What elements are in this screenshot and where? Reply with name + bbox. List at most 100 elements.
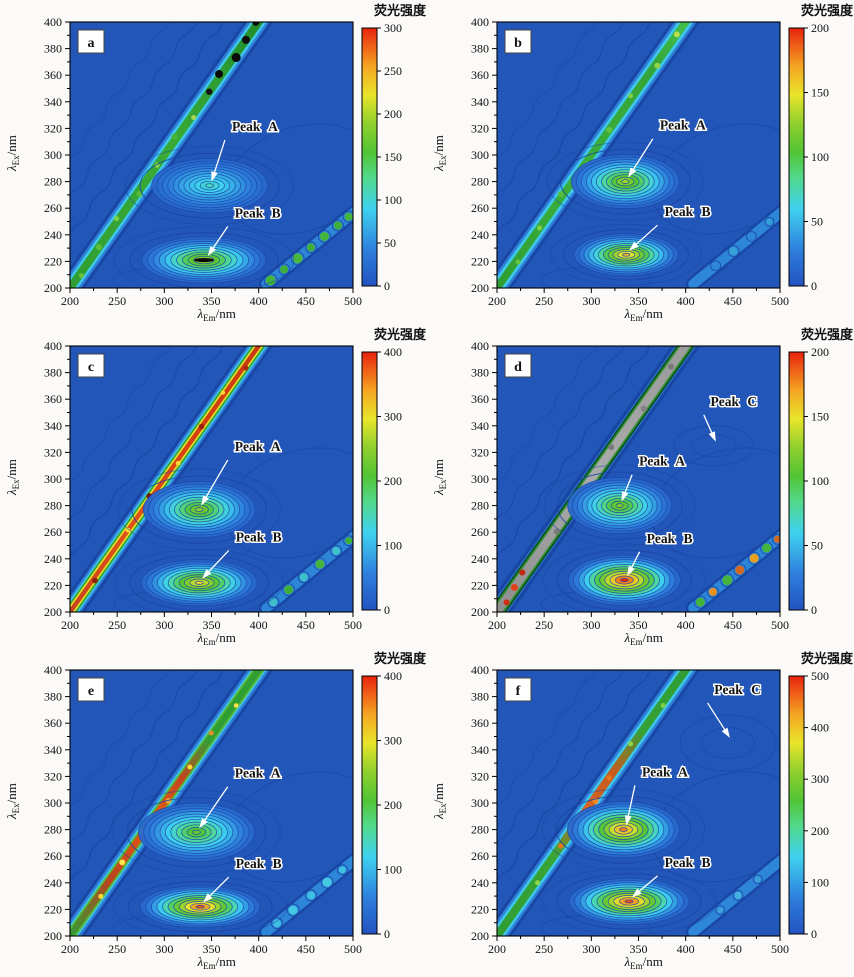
colorbar-tick-label: 150 (811, 410, 829, 424)
colorbar-gradient (361, 675, 378, 935)
y-tick-label: 280 (44, 499, 62, 513)
colorbar-gradient (361, 351, 378, 611)
x-axis-title: λEm/nm (197, 954, 236, 971)
y-tick-label: 320 (471, 445, 489, 459)
peak-label: Peak B (665, 204, 711, 219)
y-tick-label: 200 (44, 281, 62, 295)
x-axis-title: λEm/nm (624, 630, 663, 647)
x-axis: 200 250 300 350 400 450 500 λEm/nm (488, 612, 789, 647)
x-tick-label: 400 (677, 294, 695, 308)
panel-letter: d (514, 360, 522, 375)
panel-letter: a (88, 36, 95, 51)
y-axis: 200 220 240 260 280 300 320 340 360 380 400 λEx/nm (431, 663, 497, 943)
x-tick-label: 200 (61, 294, 79, 308)
peak-label: Peak A (232, 119, 278, 134)
panel-f: 200 250 300 350 400 450 500 λEm/nm 200 220 240 260 2… (427, 648, 854, 972)
eem-plot-e: 200 250 300 350 400 450 500λEm/nm2002202402602… (4, 651, 427, 971)
panel-letter-box (77, 353, 105, 378)
x-tick-label: 450 (724, 294, 742, 308)
colorbar-tick-label: 300 (384, 734, 402, 748)
x-tick-label: 500 (344, 618, 362, 632)
y-tick-label: 340 (44, 419, 62, 433)
x-tick-label: 350 (203, 618, 221, 632)
y-tick-label: 280 (471, 175, 489, 189)
x-tick-label: 250 (535, 942, 553, 956)
x-tick-label: 500 (771, 942, 789, 956)
y-tick-label: 200 (44, 605, 62, 619)
y-tick-label: 400 (471, 663, 489, 677)
y-axis-title: λEx/nm (4, 459, 21, 496)
x-tick-label: 200 (488, 618, 506, 632)
colorbar-tick-label: 0 (811, 279, 817, 293)
peak-arrowhead-icon (203, 893, 213, 903)
peak-arrowhead-icon (625, 815, 632, 826)
x-tick-label: 350 (203, 294, 221, 308)
y-tick-label: 380 (471, 690, 489, 704)
y-tick-label: 240 (471, 876, 489, 890)
y-axis: 200 220 240 260 280 300 320 340 360 380 400 λEx/nm (4, 339, 70, 619)
y-tick-label: 200 (471, 605, 489, 619)
y-tick-label: 240 (471, 228, 489, 242)
colorbar-tick-label: 400 (384, 345, 402, 359)
colorbar-tick-label: 400 (811, 721, 829, 735)
peak-arrow-line (636, 875, 658, 894)
peak-label: Peak A (235, 766, 281, 781)
x-tick-label: 400 (677, 942, 695, 956)
x-tick-label: 450 (724, 618, 742, 632)
panel-letter: c (88, 360, 94, 375)
y-tick-label: 240 (471, 552, 489, 566)
y-tick-label: 360 (471, 716, 489, 730)
x-tick-label: 200 (488, 294, 506, 308)
y-axis-title: λEx/nm (4, 783, 21, 820)
eem-plot-b: 200 250 300 350 400 450 500λEm/nm2002202402602… (431, 3, 854, 323)
colorbar-tick-label: 200 (811, 345, 829, 359)
x-tick-label: 350 (630, 618, 648, 632)
y-tick-label: 240 (44, 552, 62, 566)
peak-arrow-line (207, 876, 230, 899)
x-tick-label: 450 (297, 294, 315, 308)
panel-letter-box (77, 29, 105, 54)
colorbar-tick-label: 300 (811, 772, 829, 786)
colorbar: 0 50 100 150 200 荧光强度 (788, 3, 854, 293)
x-tick-label: 400 (250, 942, 268, 956)
y-tick-label: 360 (471, 392, 489, 406)
peak-label: Peak A (235, 439, 281, 454)
colorbar-tick-label: 150 (811, 86, 829, 100)
x-axis-title: λEm/nm (624, 954, 663, 971)
y-tick-label: 400 (44, 663, 62, 677)
peak-label: Peak A (660, 118, 706, 133)
x-axis-title: λEm/nm (197, 306, 236, 323)
panel-letter-box (504, 677, 532, 702)
y-tick-label: 380 (471, 42, 489, 56)
colorbar-title: 荧光强度 (374, 3, 427, 18)
x-tick-label: 300 (582, 294, 600, 308)
y-tick-label: 300 (44, 148, 62, 162)
y-axis: 200 220 240 260 280 300 320 340 360 380 400 λEx/nm (431, 339, 497, 619)
x-tick-label: 250 (108, 294, 126, 308)
peak-arrow-line (703, 414, 714, 436)
panel-letter: b (514, 36, 522, 51)
peak-label: Peak B (235, 206, 281, 221)
x-tick-label: 450 (297, 618, 315, 632)
colorbar: 0 100 200 300 400 荧光强度 (361, 327, 427, 617)
y-tick-label: 260 (471, 201, 489, 215)
colorbar-gradient (788, 27, 805, 287)
panel-d: 200 250 300 350 400 450 500 λEm/nm 200 220 240 260 2… (427, 324, 854, 648)
x-tick-label: 350 (630, 294, 648, 308)
panel-letter: f (516, 684, 521, 699)
x-tick-label: 450 (724, 942, 742, 956)
colorbar-tick-label: 200 (384, 107, 402, 121)
y-tick-label: 340 (471, 95, 489, 109)
x-axis: 200 250 300 350 400 450 500 λEm/nm (61, 612, 362, 647)
panel-b: 200 250 300 350 400 450 500 λEm/nm 200 220 240 260 2… (427, 0, 854, 324)
peak-arrow-line (633, 224, 658, 247)
peak-arrow-line (206, 550, 230, 575)
y-tick-label: 220 (471, 578, 489, 592)
y-tick-label: 320 (44, 769, 62, 783)
panel-e: 200 250 300 350 400 450 500 λEm/nm 200 220 240 260 2… (0, 648, 427, 972)
x-tick-label: 250 (108, 618, 126, 632)
x-tick-label: 300 (582, 942, 600, 956)
y-axis-title: λEx/nm (431, 783, 448, 820)
peak-arrowhead-icon (211, 171, 218, 182)
x-tick-label: 250 (535, 618, 553, 632)
